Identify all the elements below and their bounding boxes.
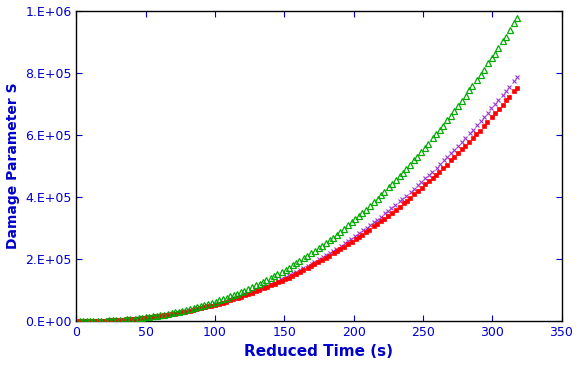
- X-axis label: Reduced Time (s): Reduced Time (s): [244, 345, 394, 360]
- Y-axis label: Damage Parameter S: Damage Parameter S: [6, 82, 20, 249]
